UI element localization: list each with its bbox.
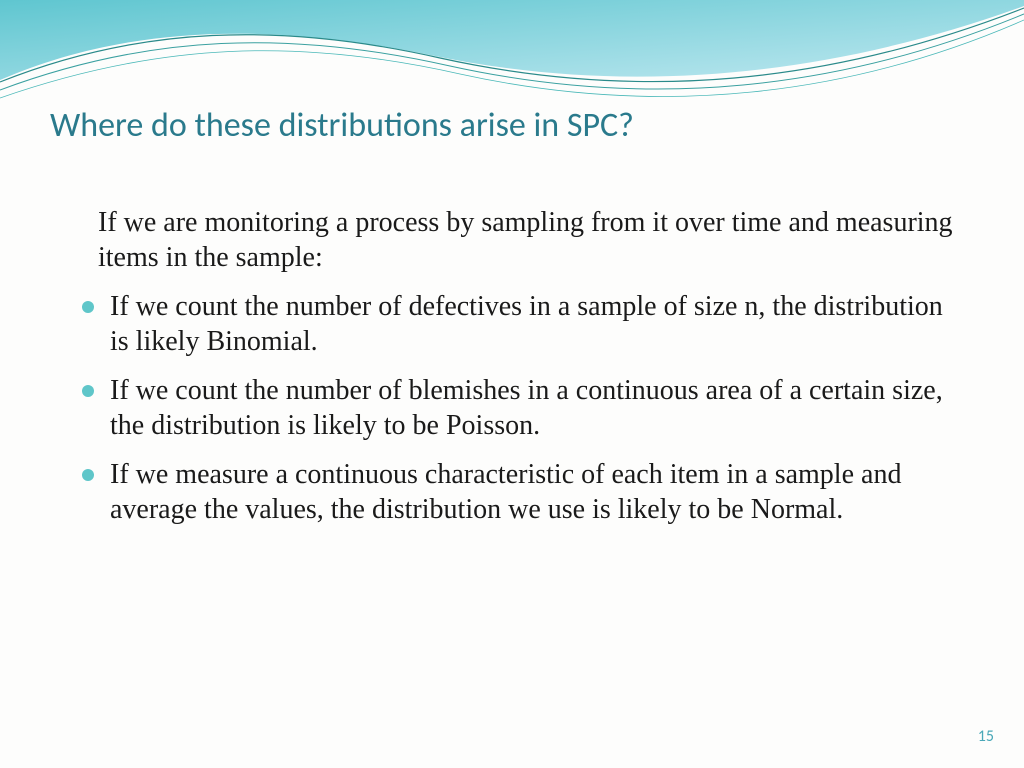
page-number: 15: [978, 727, 994, 746]
bullet-item: If we count the number of blemishes in a…: [80, 373, 960, 443]
bullet-item: If we measure a continuous characteristi…: [80, 457, 960, 527]
header-wave-decoration: [0, 0, 1024, 180]
slide-title: Where do these distributions arise in SP…: [50, 105, 634, 146]
bullet-list: If we count the number of defectives in …: [80, 289, 960, 527]
slide-body: If we are monitoring a process by sampli…: [80, 205, 960, 541]
intro-paragraph: If we are monitoring a process by sampli…: [80, 205, 960, 275]
bullet-item: If we count the number of defectives in …: [80, 289, 960, 359]
